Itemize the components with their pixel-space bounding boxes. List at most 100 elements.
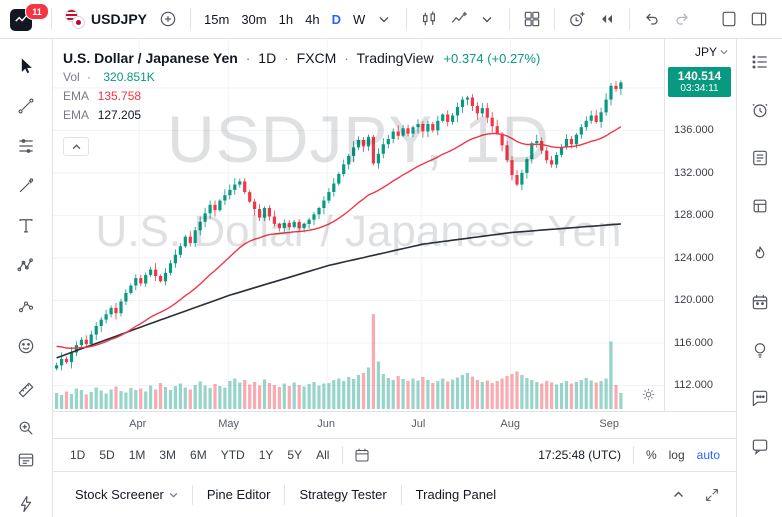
range-all-button[interactable]: All (316, 448, 330, 462)
range-1d-button[interactable]: 1D (70, 448, 86, 462)
go-to-date-button[interactable] (349, 441, 375, 469)
notification-badge[interactable]: 11 (25, 3, 49, 20)
alert-button[interactable] (562, 5, 592, 33)
candlestick-chart[interactable] (53, 39, 664, 411)
interval-1w[interactable]: W (352, 11, 366, 27)
separator (509, 8, 511, 30)
undo-button[interactable] (637, 5, 667, 33)
legend-ema-fast-row[interactable]: EMA 135.758 (63, 87, 540, 106)
legend-change: +0.374 (+0.27%) (443, 51, 541, 66)
chart-settings-gear-icon[interactable] (637, 383, 659, 405)
interval-menu-chevron-icon[interactable] (369, 5, 399, 33)
legend-ema-slow-row[interactable]: EMA 127.205 (63, 106, 540, 125)
legend-separator: · (245, 50, 251, 66)
range-6m-button[interactable]: 6M (190, 448, 207, 462)
news-icon[interactable] (747, 145, 773, 171)
price-tick-label: 128.000 (674, 209, 714, 222)
tab-trading-panel[interactable]: Trading Panel (406, 481, 506, 508)
data-window-icon[interactable] (747, 193, 773, 219)
ideas-icon[interactable] (747, 337, 773, 363)
price-axis[interactable]: JPY 140.514 03:34:11 112.000 116.000 120.0… (664, 39, 736, 411)
indicators-button[interactable] (444, 5, 474, 33)
emoji-tool-button[interactable] (11, 331, 41, 361)
currency-unit-selector[interactable]: JPY (695, 45, 728, 59)
watchlist-icon[interactable] (747, 49, 773, 75)
price-tick-label: 120.000 (674, 294, 714, 307)
fullscreen-button[interactable] (714, 5, 744, 33)
private-chat-icon[interactable] (747, 433, 773, 459)
auto-scale-button[interactable]: auto (696, 448, 720, 462)
last-price-value: 140.514 (677, 69, 722, 84)
tab-label: Strategy Tester (299, 487, 387, 502)
jp-flag-icon (72, 16, 85, 29)
range-1y-button[interactable]: 1Y (258, 448, 274, 462)
legend-symbol-title: U.S. Dollar / Japanese Yen (63, 50, 238, 66)
range-1m-button[interactable]: 1M (128, 448, 146, 462)
legend-interval: 1D (258, 50, 277, 66)
price-tick-label: 132.000 (674, 166, 714, 179)
indicators-menu-chevron-icon[interactable] (472, 5, 502, 33)
top-toolbar: 11 USDJPY 15m 30m 1h 4h D W (0, 0, 782, 39)
time-tick-label: Aug (500, 418, 520, 430)
layout-grid-button[interactable] (517, 5, 547, 33)
legend-platform: TradingView (356, 50, 434, 66)
symbol-name: USDJPY (91, 11, 148, 27)
chart-style-candles-button[interactable] (414, 5, 444, 33)
interval-1h[interactable]: 1h (278, 11, 294, 27)
fib-retracement-tool-button[interactable] (11, 131, 41, 161)
text-tool-button[interactable] (11, 211, 41, 241)
forecast-tool-button[interactable] (11, 291, 41, 321)
range-5d-button[interactable]: 5D (99, 448, 115, 462)
volume-value: 320.851K (103, 70, 155, 84)
symbol-search-button[interactable]: USDJPY (59, 6, 153, 32)
cursor-tool-button[interactable] (11, 51, 41, 81)
zoom-tool-button[interactable] (11, 413, 41, 443)
legend-collapse-button[interactable] (63, 137, 89, 156)
last-price-badge: 140.514 03:34:11 (668, 67, 731, 98)
percent-scale-button[interactable]: % (645, 448, 657, 462)
separator (629, 8, 631, 30)
legend-separator: · (284, 50, 289, 66)
trend-line-tool-button[interactable] (11, 91, 41, 121)
time-tick-label: Sep (599, 418, 619, 430)
range-5y-button[interactable]: 5Y (287, 448, 303, 462)
panel-collapse-chevron-button[interactable] (666, 481, 690, 509)
compare-add-symbol-button[interactable] (153, 5, 183, 33)
interval-4h[interactable]: 4h (305, 11, 320, 27)
legend-main-row[interactable]: U.S. Dollar / Japanese Yen · 1D · FXCM ·… (63, 49, 540, 68)
interval-1d[interactable]: D (331, 11, 341, 27)
time-axis[interactable]: Apr May Jun Jul Aug Sep (53, 411, 736, 438)
object-tree-button[interactable] (11, 445, 41, 475)
interval-30m[interactable]: 30m (241, 11, 267, 27)
legend-volume-row[interactable]: Vol · 320.851K (63, 68, 540, 87)
xabcd-pattern-tool-button[interactable] (11, 251, 41, 281)
hotlists-icon[interactable] (747, 241, 773, 267)
redo-button[interactable] (667, 5, 697, 33)
tab-stock-screener[interactable]: Stock Screener (65, 481, 188, 508)
tab-strategy-tester[interactable]: Strategy Tester (289, 481, 396, 508)
symbol-flag-icon (65, 9, 85, 29)
calendar-icon[interactable] (747, 289, 773, 315)
bar-replay-button[interactable] (592, 5, 622, 33)
chat-icon[interactable] (747, 385, 773, 411)
tab-pine-editor[interactable]: Pine Editor (197, 481, 281, 508)
lightning-quick-action-button[interactable] (11, 489, 41, 517)
chevron-down-icon (169, 492, 178, 498)
panel-toggle-button[interactable] (744, 5, 774, 33)
separator (284, 484, 286, 505)
separator (554, 8, 556, 30)
alerts-icon[interactable] (747, 97, 773, 123)
tradingview-logo[interactable]: 11 (8, 3, 49, 34)
price-tick-label: 124.000 (674, 251, 714, 264)
clock-utc[interactable]: 17:25:48 (UTC) (538, 448, 621, 462)
panel-expand-button[interactable] (700, 481, 724, 509)
chart-pane[interactable]: USDJPY, 1D U.S. Dollar / Japanese Yen U.… (53, 39, 664, 411)
range-ytd-button[interactable]: YTD (220, 448, 245, 462)
interval-15m[interactable]: 15m (204, 11, 230, 27)
range-3m-button[interactable]: 3M (159, 448, 177, 462)
separator (191, 484, 193, 505)
volume-label: Vol (63, 70, 80, 84)
brush-tool-button[interactable] (11, 171, 41, 201)
measure-tool-button[interactable] (11, 375, 41, 405)
log-scale-button[interactable]: log (668, 448, 685, 462)
